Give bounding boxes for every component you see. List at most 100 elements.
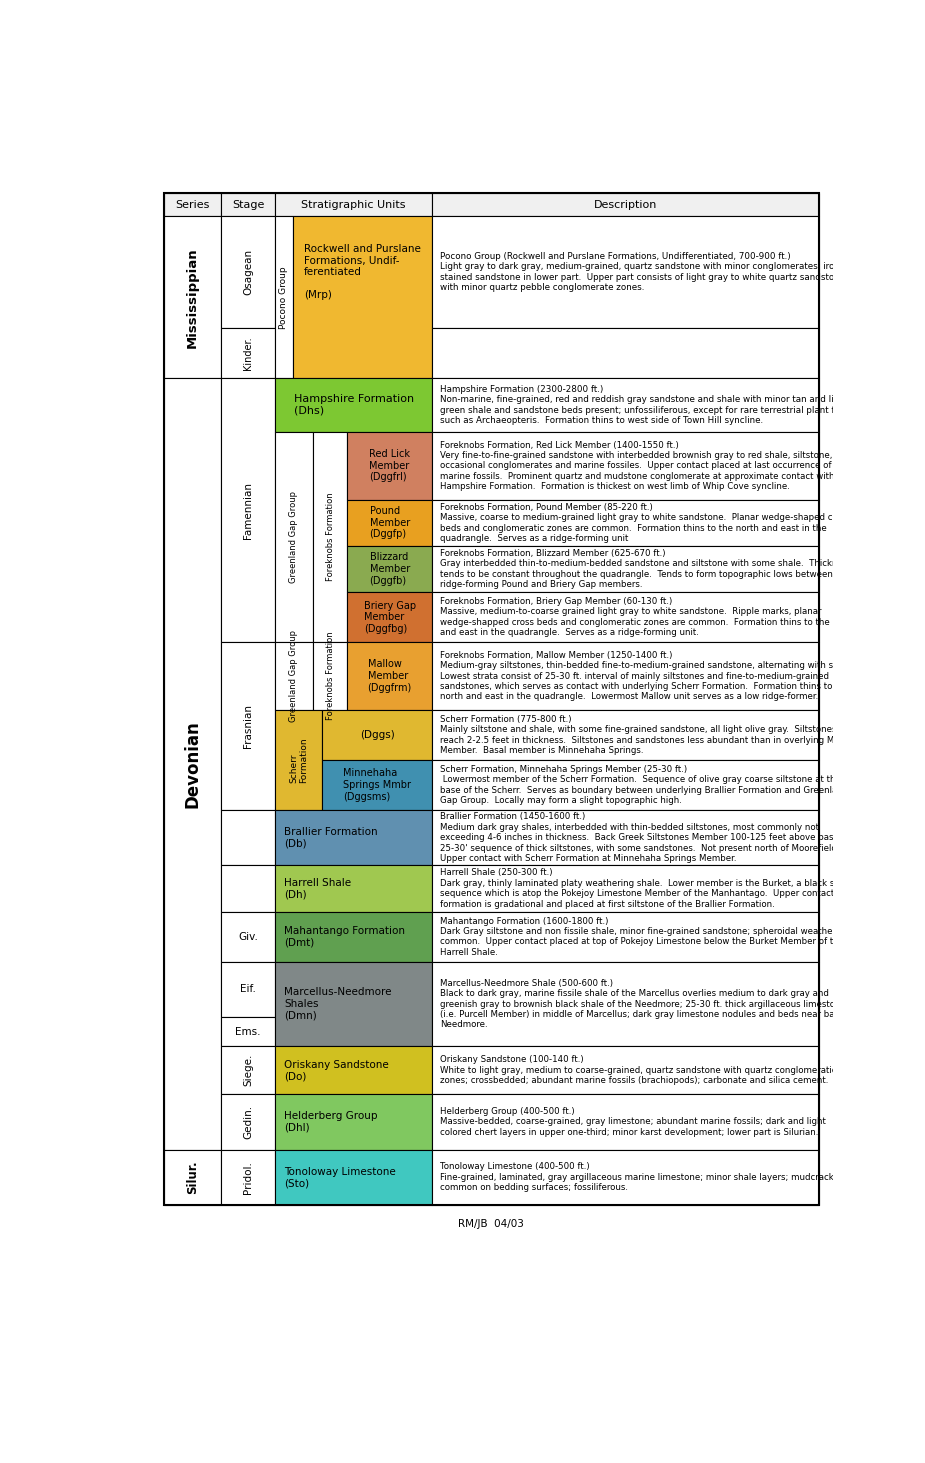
Text: Pocono Group: Pocono Group <box>279 266 289 329</box>
Text: Oriskany Sandstone (100-140 ft.)
White to light gray, medium to coarse-grained, : Oriskany Sandstone (100-140 ft.) White t… <box>440 1055 836 1086</box>
Bar <box>275 710 322 811</box>
Bar <box>347 500 432 546</box>
Text: Mahantango Formation (1600-1800 ft.)
Dark Gray siltstone and non fissile shale, : Mahantango Formation (1600-1800 ft.) Dar… <box>440 917 849 957</box>
Bar <box>432 1094 819 1150</box>
Text: Kinder.: Kinder. <box>243 336 253 370</box>
Bar <box>221 911 275 961</box>
Text: Briery Gap
Member
(Dggfbg): Briery Gap Member (Dggfbg) <box>364 600 416 633</box>
Bar <box>432 193 819 217</box>
Bar <box>275 1150 432 1206</box>
Bar <box>432 811 819 866</box>
Bar <box>275 217 293 377</box>
Bar <box>164 217 221 377</box>
Text: Helderberg Group (400-500 ft.)
Massive-bedded, coarse-grained, gray limestone; a: Helderberg Group (400-500 ft.) Massive-b… <box>440 1107 826 1137</box>
Bar <box>221 1017 275 1046</box>
Text: Frasnian: Frasnian <box>243 704 253 748</box>
Bar <box>275 377 432 432</box>
Bar <box>164 193 221 217</box>
Bar <box>347 593 432 642</box>
Bar <box>275 811 432 866</box>
Text: Rockwell and Purslane
Formations, Undif-
ferentiated

(Mrp): Rockwell and Purslane Formations, Undif-… <box>304 244 421 300</box>
Text: Hampshire Formation (2300-2800 ft.)
Non-marine, fine-grained, red and reddish gr: Hampshire Formation (2300-2800 ft.) Non-… <box>440 385 858 426</box>
Bar <box>275 642 313 710</box>
Text: Minnehaha
Springs Mmbr
(Dggsms): Minnehaha Springs Mmbr (Dggsms) <box>343 768 412 802</box>
Text: Foreknobs Formation, Pound Member (85-220 ft.)
Massive, coarse to medium-grained: Foreknobs Formation, Pound Member (85-22… <box>440 503 850 543</box>
Bar <box>221 193 275 217</box>
Bar <box>275 911 432 961</box>
Bar <box>313 432 347 642</box>
Bar <box>432 217 819 328</box>
Text: Foreknobs Formation, Red Lick Member (1400-1550 ft.)
Very fine-to-fine-grained s: Foreknobs Formation, Red Lick Member (14… <box>440 440 834 492</box>
Bar <box>221 377 275 642</box>
Text: Mississippian: Mississippian <box>186 247 199 348</box>
Text: Tonoloway Limestone
(Sto): Tonoloway Limestone (Sto) <box>284 1166 396 1188</box>
Text: Ems.: Ems. <box>235 1027 261 1037</box>
Bar <box>432 961 819 1046</box>
Text: Mahantango Formation
(Dmt): Mahantango Formation (Dmt) <box>284 926 405 948</box>
Text: Siege.: Siege. <box>243 1055 253 1087</box>
Bar <box>275 193 432 217</box>
Text: Mallow
Member
(Dggfrm): Mallow Member (Dggfrm) <box>367 660 412 692</box>
Bar <box>432 432 819 500</box>
Bar <box>221 866 275 911</box>
Bar <box>347 432 432 500</box>
Bar <box>432 1046 819 1094</box>
Bar <box>221 1046 275 1094</box>
Text: Scherr Formation, Minnehaha Springs Member (25-30 ft.)
 Lowermost member of the : Scherr Formation, Minnehaha Springs Memb… <box>440 765 848 805</box>
Bar <box>275 1046 432 1094</box>
Bar <box>432 866 819 911</box>
Bar <box>164 1150 221 1206</box>
Text: Harrell Shale (250-300 ft.)
Dark gray, thinly laminated platy weathering shale. : Harrell Shale (250-300 ft.) Dark gray, t… <box>440 869 853 909</box>
Bar <box>221 1150 275 1206</box>
Text: Stage: Stage <box>232 200 265 209</box>
Text: Hampshire Formation
(Dhs): Hampshire Formation (Dhs) <box>293 394 413 415</box>
Text: Marcellus-Needmore
Shales
(Dmn): Marcellus-Needmore Shales (Dmn) <box>284 988 392 1021</box>
Text: Foreknobs Formation: Foreknobs Formation <box>326 493 335 581</box>
Bar <box>221 328 275 377</box>
Text: Giv.: Giv. <box>239 932 258 942</box>
Text: Series: Series <box>176 200 210 209</box>
Bar <box>322 710 432 759</box>
Bar <box>275 961 432 1046</box>
Bar <box>221 961 275 1017</box>
Text: Stratigraphic Units: Stratigraphic Units <box>302 200 406 209</box>
Text: Tonoloway Limestone (400-500 ft.)
Fine-grained, laminated, gray argillaceous mar: Tonoloway Limestone (400-500 ft.) Fine-g… <box>440 1163 838 1192</box>
Bar <box>293 217 432 377</box>
Text: Greenland Gap Group: Greenland Gap Group <box>290 631 299 723</box>
Text: Scherr
Formation: Scherr Formation <box>289 737 308 783</box>
Bar <box>221 217 275 328</box>
Text: Greenland Gap Group: Greenland Gap Group <box>290 492 299 584</box>
Bar <box>275 866 432 911</box>
Bar <box>347 642 432 710</box>
Text: Foreknobs Formation, Briery Gap Member (60-130 ft.)
Massive, medium-to-coarse gr: Foreknobs Formation, Briery Gap Member (… <box>440 597 856 638</box>
Bar <box>275 1094 432 1150</box>
Text: Brallier Formation (1450-1600 ft.)
Medium dark gray shales, interbedded with thi: Brallier Formation (1450-1600 ft.) Mediu… <box>440 812 848 863</box>
Text: Pound
Member
(Dggfp): Pound Member (Dggfp) <box>370 506 410 540</box>
Text: Marcellus-Needmore Shale (500-600 ft.)
Black to dark gray, marine fissile shale : Marcellus-Needmore Shale (500-600 ft.) B… <box>440 979 856 1030</box>
Bar <box>275 432 313 642</box>
Bar <box>221 642 275 811</box>
Text: Oriskany Sandstone
(Do): Oriskany Sandstone (Do) <box>284 1059 389 1081</box>
Bar <box>432 1150 819 1206</box>
Bar <box>164 377 221 1150</box>
Text: Eif.: Eif. <box>240 985 256 995</box>
Bar <box>432 642 819 710</box>
Text: Brallier Formation
(Db): Brallier Formation (Db) <box>284 827 378 849</box>
Text: Foreknobs Formation, Blizzard Member (625-670 ft.)
Gray interbedded thin-to-medi: Foreknobs Formation, Blizzard Member (62… <box>440 549 852 590</box>
Text: Devonian: Devonian <box>183 720 202 808</box>
Bar <box>313 642 347 710</box>
Text: Foreknobs Formation, Mallow Member (1250-1400 ft.)
Medium-gray siltstones, thin-: Foreknobs Formation, Mallow Member (1250… <box>440 651 854 701</box>
Text: RM/JB  04/03: RM/JB 04/03 <box>458 1219 524 1229</box>
Text: Gedin.: Gedin. <box>243 1105 253 1140</box>
Text: (Dggs): (Dggs) <box>360 730 395 740</box>
Bar <box>221 811 275 866</box>
Bar <box>432 546 819 593</box>
Text: Red Lick
Member
(Dggfrl): Red Lick Member (Dggfrl) <box>369 449 411 483</box>
Text: Foreknobs Formation: Foreknobs Formation <box>326 632 335 720</box>
Bar <box>432 328 819 377</box>
Text: Famennian: Famennian <box>243 481 253 538</box>
Bar <box>322 759 432 811</box>
Bar <box>221 1094 275 1150</box>
Text: Helderberg Group
(Dhl): Helderberg Group (Dhl) <box>284 1110 377 1132</box>
Bar <box>432 593 819 642</box>
